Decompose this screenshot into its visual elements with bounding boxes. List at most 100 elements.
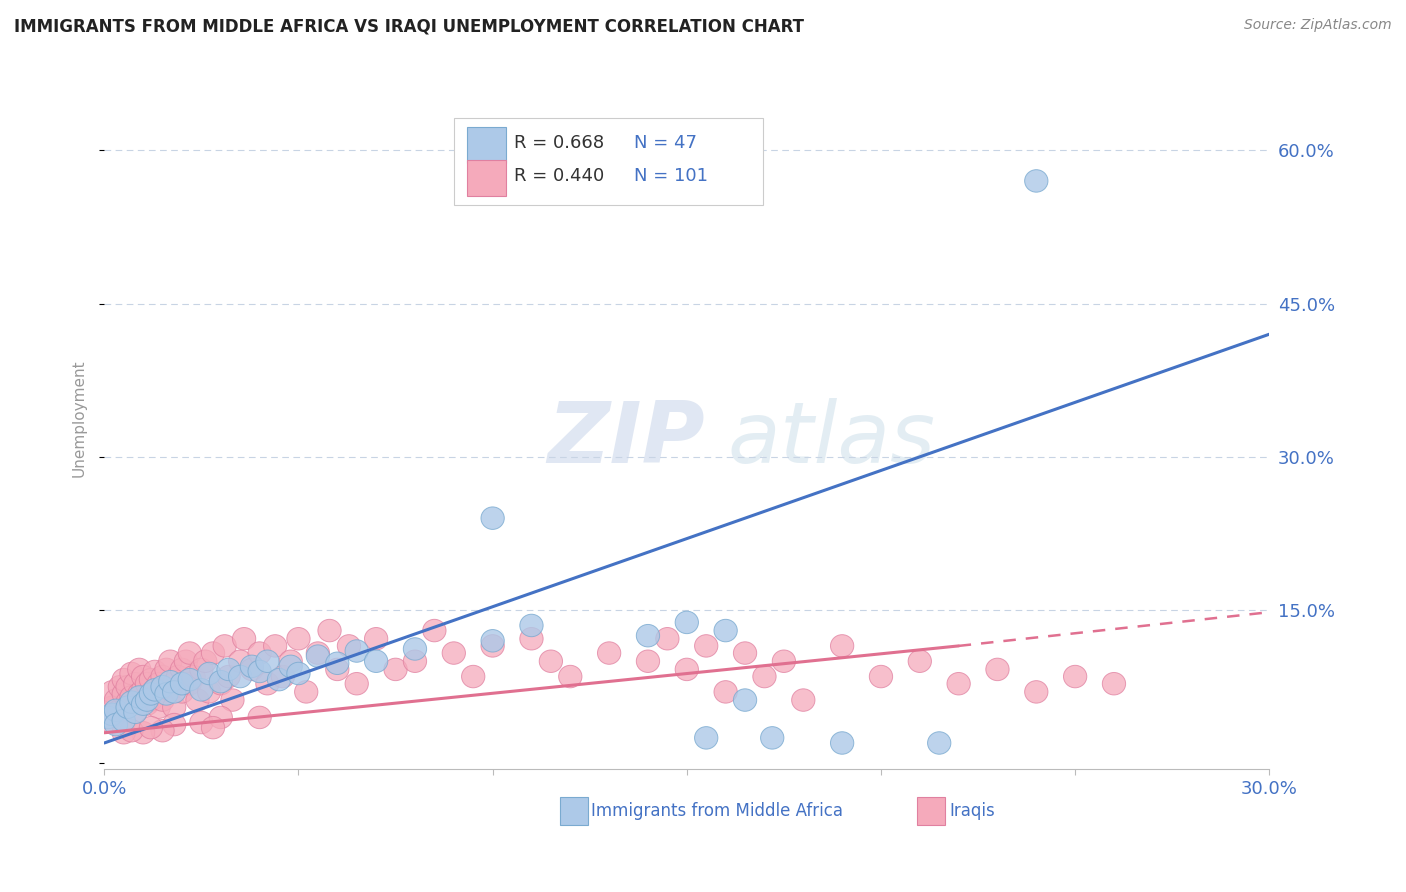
Ellipse shape: [520, 615, 543, 637]
Ellipse shape: [174, 650, 197, 673]
Ellipse shape: [986, 658, 1010, 681]
Ellipse shape: [100, 696, 124, 718]
Ellipse shape: [120, 691, 143, 714]
Ellipse shape: [481, 630, 505, 652]
Ellipse shape: [115, 696, 139, 718]
Ellipse shape: [139, 682, 163, 706]
Ellipse shape: [364, 650, 388, 673]
Ellipse shape: [190, 711, 214, 734]
Ellipse shape: [734, 642, 756, 665]
Ellipse shape: [124, 701, 148, 723]
Ellipse shape: [221, 689, 245, 711]
Ellipse shape: [792, 689, 815, 711]
FancyBboxPatch shape: [918, 797, 945, 824]
Ellipse shape: [163, 681, 186, 703]
Ellipse shape: [148, 696, 170, 718]
Ellipse shape: [461, 665, 485, 688]
Ellipse shape: [155, 682, 179, 706]
Ellipse shape: [201, 642, 225, 665]
Ellipse shape: [124, 673, 148, 695]
Ellipse shape: [135, 673, 159, 695]
Ellipse shape: [132, 722, 155, 744]
Ellipse shape: [598, 642, 621, 665]
Text: N = 47: N = 47: [634, 135, 697, 153]
Ellipse shape: [1025, 681, 1047, 703]
Ellipse shape: [404, 650, 426, 673]
Ellipse shape: [240, 658, 263, 681]
Ellipse shape: [229, 665, 252, 688]
Ellipse shape: [108, 699, 132, 722]
Ellipse shape: [132, 679, 155, 701]
Ellipse shape: [558, 665, 582, 688]
Ellipse shape: [108, 675, 132, 698]
Ellipse shape: [232, 627, 256, 650]
Ellipse shape: [159, 679, 181, 701]
Ellipse shape: [139, 689, 163, 711]
Ellipse shape: [179, 673, 201, 695]
Ellipse shape: [318, 619, 342, 642]
Ellipse shape: [150, 720, 174, 742]
Ellipse shape: [104, 689, 128, 711]
Ellipse shape: [128, 658, 150, 681]
Text: Immigrants from Middle Africa: Immigrants from Middle Africa: [592, 802, 844, 820]
Text: Source: ZipAtlas.com: Source: ZipAtlas.com: [1244, 18, 1392, 32]
Ellipse shape: [124, 701, 148, 723]
Ellipse shape: [1025, 169, 1047, 192]
Ellipse shape: [115, 691, 139, 714]
Ellipse shape: [201, 716, 225, 739]
Ellipse shape: [135, 689, 159, 711]
Ellipse shape: [217, 665, 240, 688]
Text: N = 101: N = 101: [634, 167, 709, 185]
Ellipse shape: [139, 716, 163, 739]
Ellipse shape: [97, 706, 120, 729]
Ellipse shape: [159, 671, 181, 693]
Ellipse shape: [150, 665, 174, 688]
Ellipse shape: [128, 686, 150, 708]
Ellipse shape: [229, 650, 252, 673]
Ellipse shape: [143, 660, 166, 682]
Ellipse shape: [197, 662, 221, 685]
Ellipse shape: [520, 627, 543, 650]
Ellipse shape: [481, 507, 505, 530]
Ellipse shape: [100, 703, 124, 725]
Ellipse shape: [179, 642, 201, 665]
Ellipse shape: [1102, 673, 1126, 695]
Ellipse shape: [112, 709, 135, 731]
Ellipse shape: [132, 693, 155, 715]
Ellipse shape: [150, 675, 174, 698]
Ellipse shape: [148, 673, 170, 695]
Ellipse shape: [287, 627, 311, 650]
Ellipse shape: [540, 650, 562, 673]
Ellipse shape: [695, 727, 718, 749]
Ellipse shape: [326, 658, 349, 681]
Ellipse shape: [908, 650, 931, 673]
Ellipse shape: [481, 635, 505, 657]
Ellipse shape: [344, 673, 368, 695]
Ellipse shape: [637, 650, 659, 673]
Ellipse shape: [295, 681, 318, 703]
Text: R = 0.668: R = 0.668: [515, 135, 605, 153]
Ellipse shape: [181, 665, 205, 688]
Ellipse shape: [271, 665, 295, 688]
Ellipse shape: [307, 645, 329, 667]
FancyBboxPatch shape: [467, 127, 506, 163]
Text: ZIP: ZIP: [547, 398, 704, 481]
Ellipse shape: [155, 658, 179, 681]
Ellipse shape: [112, 722, 135, 744]
Ellipse shape: [179, 668, 201, 691]
Ellipse shape: [186, 689, 209, 711]
Ellipse shape: [831, 731, 853, 755]
Ellipse shape: [104, 699, 128, 722]
FancyBboxPatch shape: [560, 797, 588, 824]
Y-axis label: Unemployment: Unemployment: [72, 359, 86, 477]
Ellipse shape: [761, 727, 785, 749]
Ellipse shape: [104, 703, 128, 725]
Ellipse shape: [190, 679, 214, 701]
Ellipse shape: [120, 686, 143, 708]
Ellipse shape: [143, 679, 166, 701]
Ellipse shape: [714, 681, 737, 703]
Ellipse shape: [120, 662, 143, 685]
Ellipse shape: [214, 635, 236, 657]
Ellipse shape: [170, 681, 194, 703]
Ellipse shape: [163, 673, 186, 695]
